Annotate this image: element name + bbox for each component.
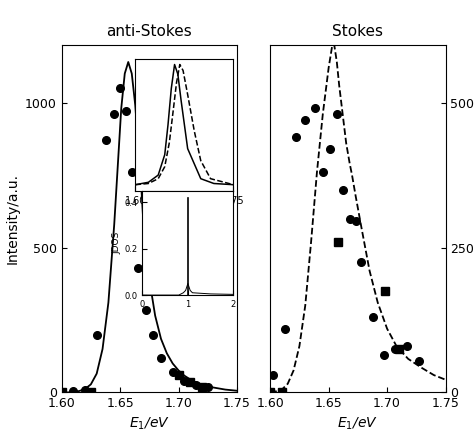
Title: anti-Stokes: anti-Stokes	[107, 24, 192, 39]
X-axis label: $E_1$/eV: $E_1$/eV	[337, 416, 378, 432]
X-axis label: $E_1$/eV: $E_1$/eV	[129, 416, 170, 432]
Title: Stokes: Stokes	[332, 24, 383, 39]
Y-axis label: Intensity/a.u.: Intensity/a.u.	[5, 173, 19, 264]
